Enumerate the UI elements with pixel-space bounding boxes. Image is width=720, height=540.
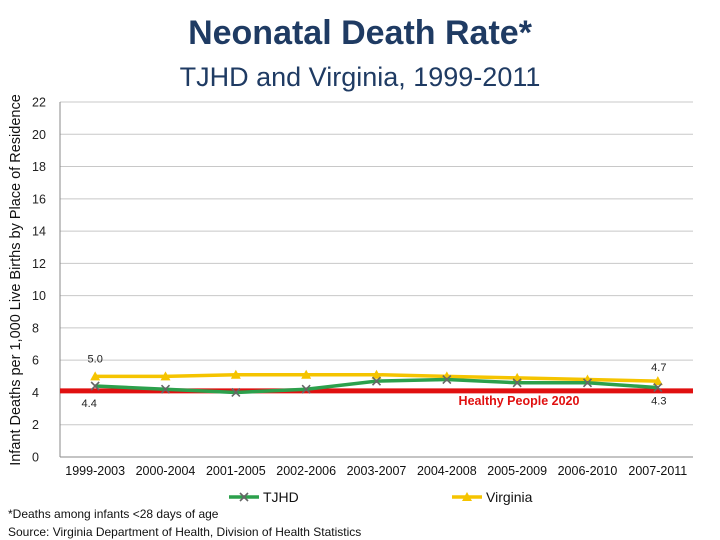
x-tick-label-2000-2004: 2000-2004 (136, 464, 196, 478)
x-tick-label-1999-2003: 1999-2003 (65, 464, 125, 478)
point-virginia-1 (160, 371, 171, 381)
point-tjhd-7 (582, 378, 593, 388)
point-tjhd-0 (90, 381, 100, 391)
point-virginia-8 (652, 376, 663, 386)
y-tick-label-16: 16 (32, 192, 46, 206)
x-tick-label-2006-2010: 2006-2010 (558, 464, 618, 478)
y-tick-label-2: 2 (32, 418, 39, 432)
legend-marker-tjhd (239, 492, 249, 502)
x-tick-label-2007-2011: 2007-2011 (628, 464, 687, 478)
chart-subtitle: TJHD and Virginia, 1999-2011 (179, 62, 541, 92)
x-tick-label-2004-2008: 2004-2008 (417, 464, 477, 478)
y-tick-label-10: 10 (32, 289, 46, 303)
y-tick-label-0: 0 (32, 451, 39, 465)
point-tjhd-1 (160, 384, 171, 394)
y-tick-label-14: 14 (32, 225, 46, 239)
point-tjhd-8 (653, 383, 663, 393)
y-tick-label-8: 8 (32, 321, 39, 335)
y-tick-label-18: 18 (32, 160, 46, 174)
y-tick-label-4: 4 (32, 386, 39, 400)
point-tjhd-6 (512, 378, 522, 388)
point-tjhd-5 (442, 374, 452, 385)
x-tick-label-2001-2005: 2001-2005 (206, 464, 266, 478)
point-virginia-2 (230, 369, 241, 379)
x-tick-label-2002-2006: 2002-2006 (276, 464, 336, 478)
point-virginia-0 (90, 371, 101, 381)
data-label-virginia-0: 5.0 (88, 353, 103, 365)
y-tick-label-12: 12 (32, 257, 46, 271)
legend-label-tjhd: TJHD (263, 489, 299, 505)
data-label-tjhd-8: 4.3 (651, 396, 666, 408)
legend-label-virginia: Virginia (486, 489, 533, 505)
reference-line-label: Healthy People 2020 (459, 394, 580, 408)
y-tick-label-20: 20 (32, 128, 46, 142)
point-virginia-3 (301, 369, 312, 379)
point-tjhd-4 (371, 376, 382, 386)
point-tjhd-2 (231, 387, 241, 398)
y-tick-label-6: 6 (32, 354, 39, 368)
legend-marker-virginia (462, 492, 472, 501)
x-tick-label-2003-2007: 2003-2007 (347, 464, 407, 478)
data-label-tjhd-0: 4.4 (82, 398, 97, 410)
x-tick-label-2005-2009: 2005-2009 (487, 464, 547, 478)
chart-title: Neonatal Death Rate* (188, 14, 532, 52)
footnote-source: Source: Virginia Department of Health, D… (8, 525, 362, 539)
data-label-virginia-8: 4.7 (651, 362, 666, 374)
point-tjhd-3 (301, 384, 311, 394)
y-tick-label-22: 22 (32, 96, 46, 110)
point-virginia-4 (371, 369, 382, 379)
footnote-definition: *Deaths among infants <28 days of age (8, 507, 219, 521)
